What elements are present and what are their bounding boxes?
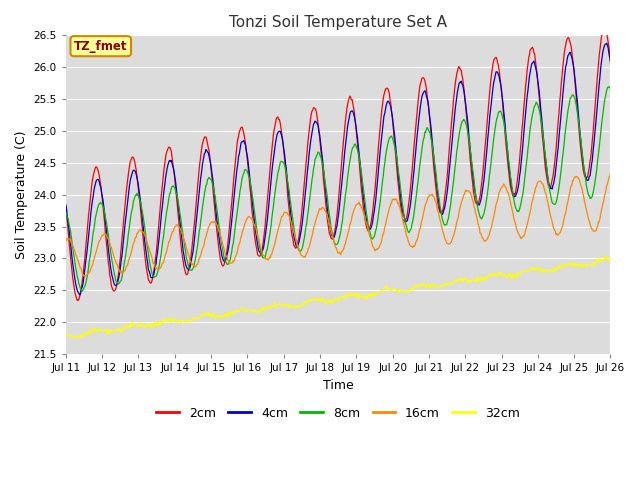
2cm (607, 60, 614, 66)
16cm (62, 238, 70, 244)
32cm (607, 255, 614, 261)
32cm (604, 253, 611, 259)
2cm (72, 292, 79, 298)
8cm (184, 260, 191, 266)
Title: Tonzi Soil Temperature Set A: Tonzi Soil Temperature Set A (229, 15, 447, 30)
2cm (421, 78, 429, 84)
4cm (405, 211, 413, 216)
4cm (603, 40, 611, 46)
8cm (421, 129, 429, 135)
Line: 32cm: 32cm (66, 256, 611, 338)
4cm (212, 214, 220, 220)
Y-axis label: Soil Temperature (C): Soil Temperature (C) (15, 131, 28, 259)
8cm (607, 86, 614, 92)
8cm (62, 210, 70, 216)
16cm (421, 204, 429, 210)
2cm (129, 154, 136, 160)
32cm (129, 320, 136, 325)
Line: 2cm: 2cm (66, 27, 611, 300)
8cm (129, 205, 136, 211)
4cm (184, 266, 191, 272)
4cm (607, 58, 614, 64)
8cm (405, 230, 413, 236)
32cm (74, 335, 81, 341)
16cm (80, 273, 88, 279)
2cm (184, 271, 191, 276)
32cm (405, 288, 413, 293)
32cm (62, 332, 70, 338)
4cm (129, 169, 136, 175)
2cm (62, 204, 70, 210)
16cm (72, 252, 79, 257)
16cm (405, 240, 413, 246)
Line: 4cm: 4cm (66, 43, 611, 295)
2cm (212, 226, 220, 231)
4cm (72, 281, 79, 287)
4cm (421, 88, 429, 94)
32cm (421, 282, 429, 288)
Line: 8cm: 8cm (66, 87, 611, 291)
Legend: 2cm, 4cm, 8cm, 16cm, 32cm: 2cm, 4cm, 8cm, 16cm, 32cm (152, 402, 525, 425)
32cm (212, 312, 220, 318)
16cm (184, 249, 191, 255)
16cm (212, 221, 220, 227)
2cm (405, 198, 413, 204)
32cm (72, 335, 79, 340)
32cm (184, 318, 191, 324)
4cm (62, 202, 70, 208)
8cm (606, 84, 614, 90)
2cm (74, 298, 81, 303)
8cm (79, 288, 86, 294)
Text: TZ_fmet: TZ_fmet (74, 40, 127, 53)
4cm (76, 292, 83, 298)
16cm (607, 171, 614, 177)
16cm (129, 244, 136, 250)
2cm (600, 24, 608, 30)
Line: 16cm: 16cm (66, 174, 611, 276)
8cm (72, 265, 79, 271)
X-axis label: Time: Time (323, 379, 353, 392)
8cm (212, 204, 220, 210)
